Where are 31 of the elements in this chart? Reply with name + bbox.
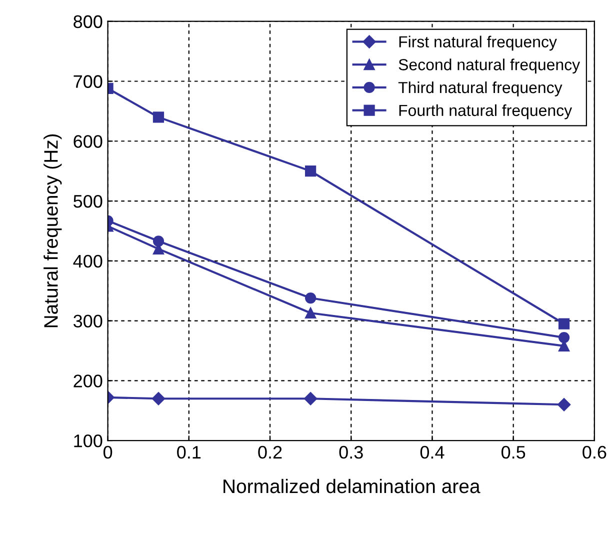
legend-label: First natural frequency — [399, 36, 557, 51]
legend-label: Fourth natural frequency — [399, 104, 572, 120]
point — [305, 166, 316, 177]
point — [305, 307, 316, 319]
point — [558, 332, 570, 344]
x-tick-label: 0 — [103, 446, 112, 459]
x-tick-label: 0.5 — [501, 446, 526, 459]
point — [558, 318, 570, 330]
point — [152, 236, 164, 247]
y-tick-label: 100 — [74, 434, 102, 448]
x-tick-label: 0.2 — [258, 446, 282, 459]
x-tick-label: 0.1 — [177, 446, 201, 459]
y-tick-label: 300 — [74, 314, 102, 328]
y-axis-title: Natural frequency (Hz) — [44, 134, 62, 328]
point — [557, 398, 571, 412]
point — [304, 392, 318, 406]
x-tick-label: 0.6 — [582, 446, 606, 459]
legend-label: Third natural frequency — [398, 81, 562, 96]
point — [152, 392, 166, 406]
x-tick-label: 0.4 — [420, 446, 444, 459]
point — [305, 292, 316, 304]
y-tick-label: 800 — [74, 15, 102, 28]
y-tick-label: 200 — [74, 374, 102, 388]
y-tick-label: 400 — [73, 254, 102, 268]
point — [152, 112, 164, 123]
y-tick-label: 700 — [74, 75, 102, 88]
y-tick-label: 500 — [74, 194, 102, 208]
x-tick-label: 0.3 — [339, 446, 363, 459]
legend-label: Second natural frequency — [398, 58, 580, 74]
x-axis-title: Normalized delamination area — [224, 478, 480, 494]
y-tick-label: 600 — [74, 135, 102, 148]
